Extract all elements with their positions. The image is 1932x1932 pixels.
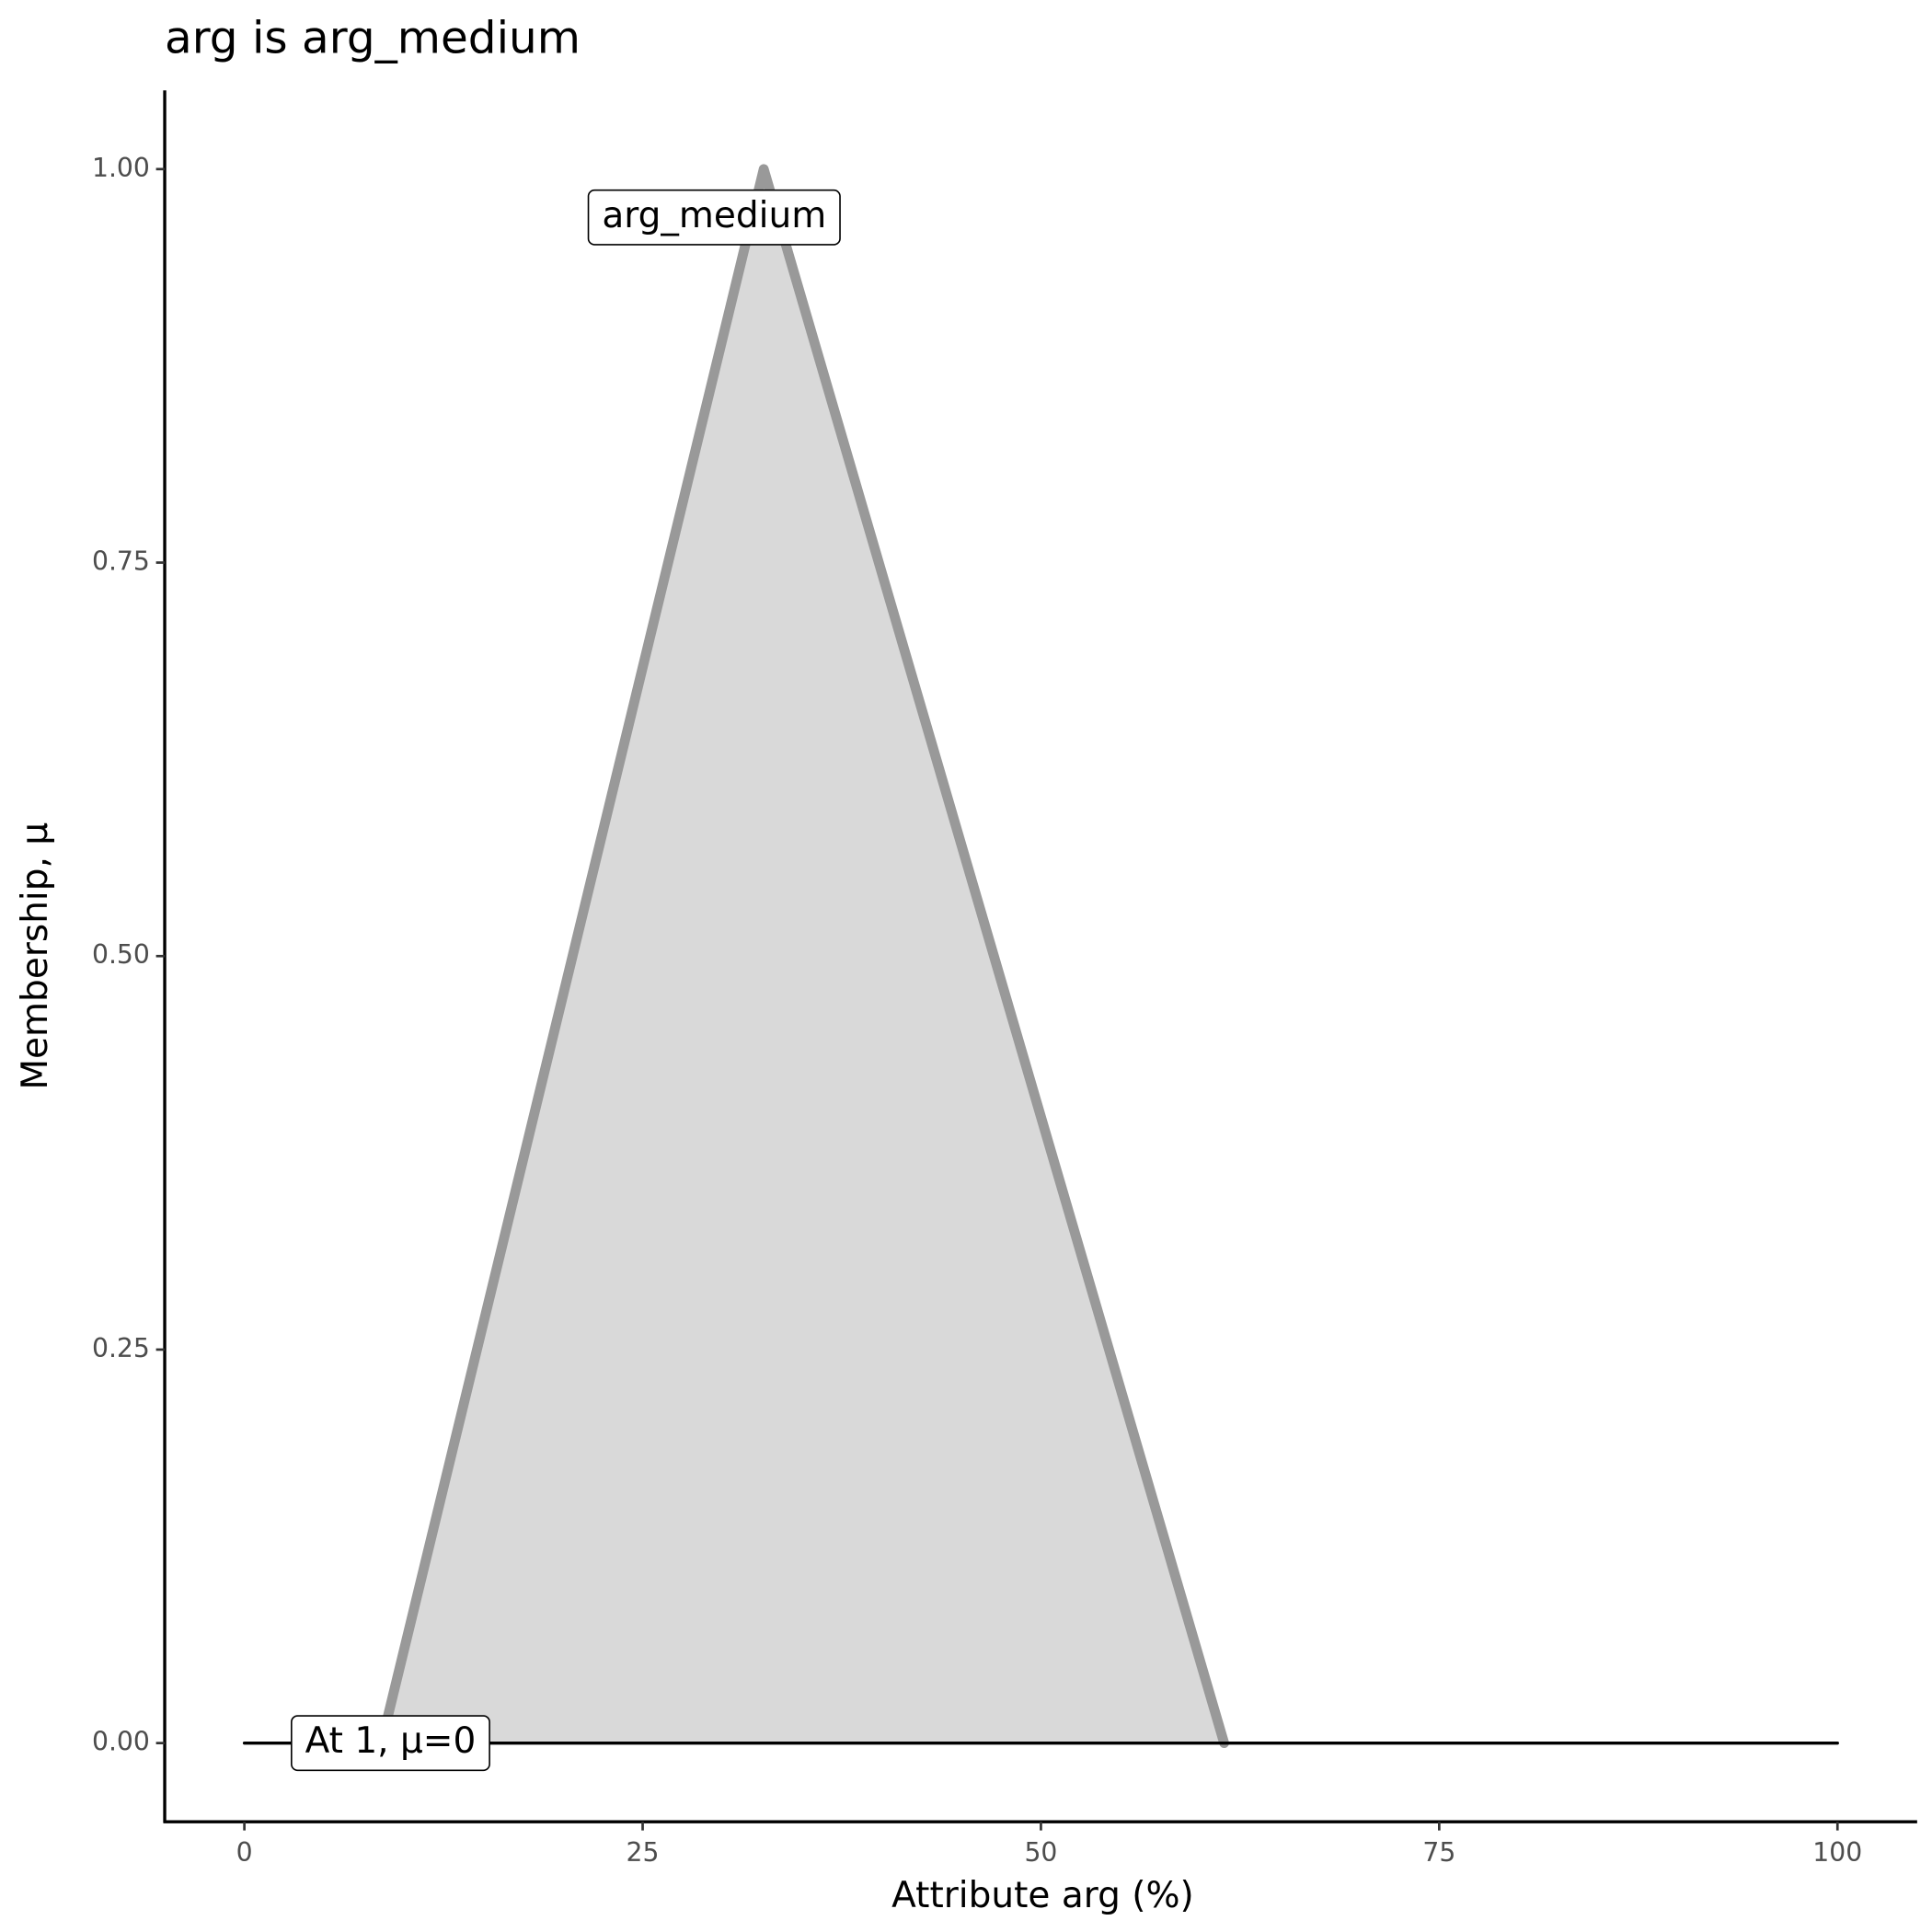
chart-title: arg is arg_medium [165,12,581,63]
series-label: arg_medium [602,195,826,236]
y-tick-label: 0.25 [92,1333,150,1363]
y-tick-label: 0.75 [92,546,150,577]
series-label-box: At 1, μ=0 [291,1715,490,1772]
label-box [291,1715,490,1772]
x-tick-label: 25 [627,1837,660,1868]
series-label: At 1, μ=0 [305,1720,477,1762]
y-tick-label: 1.00 [92,153,150,183]
x-axis-title: Attribute arg (%) [891,1875,1194,1916]
area-outline [376,164,1229,1749]
area-fill [381,168,1225,1743]
label-box [587,189,841,246]
y-axis-title: Membership, μ [15,822,56,1090]
series-label-box: arg_medium [587,189,841,246]
y-tick-label: 0.00 [92,1727,150,1757]
x-tick-label: 0 [236,1837,253,1868]
y-tick-label: 0.50 [92,939,150,970]
x-tick-label: 75 [1422,1837,1455,1868]
x-tick-label: 50 [1024,1837,1057,1868]
x-tick-label: 100 [1812,1837,1862,1868]
